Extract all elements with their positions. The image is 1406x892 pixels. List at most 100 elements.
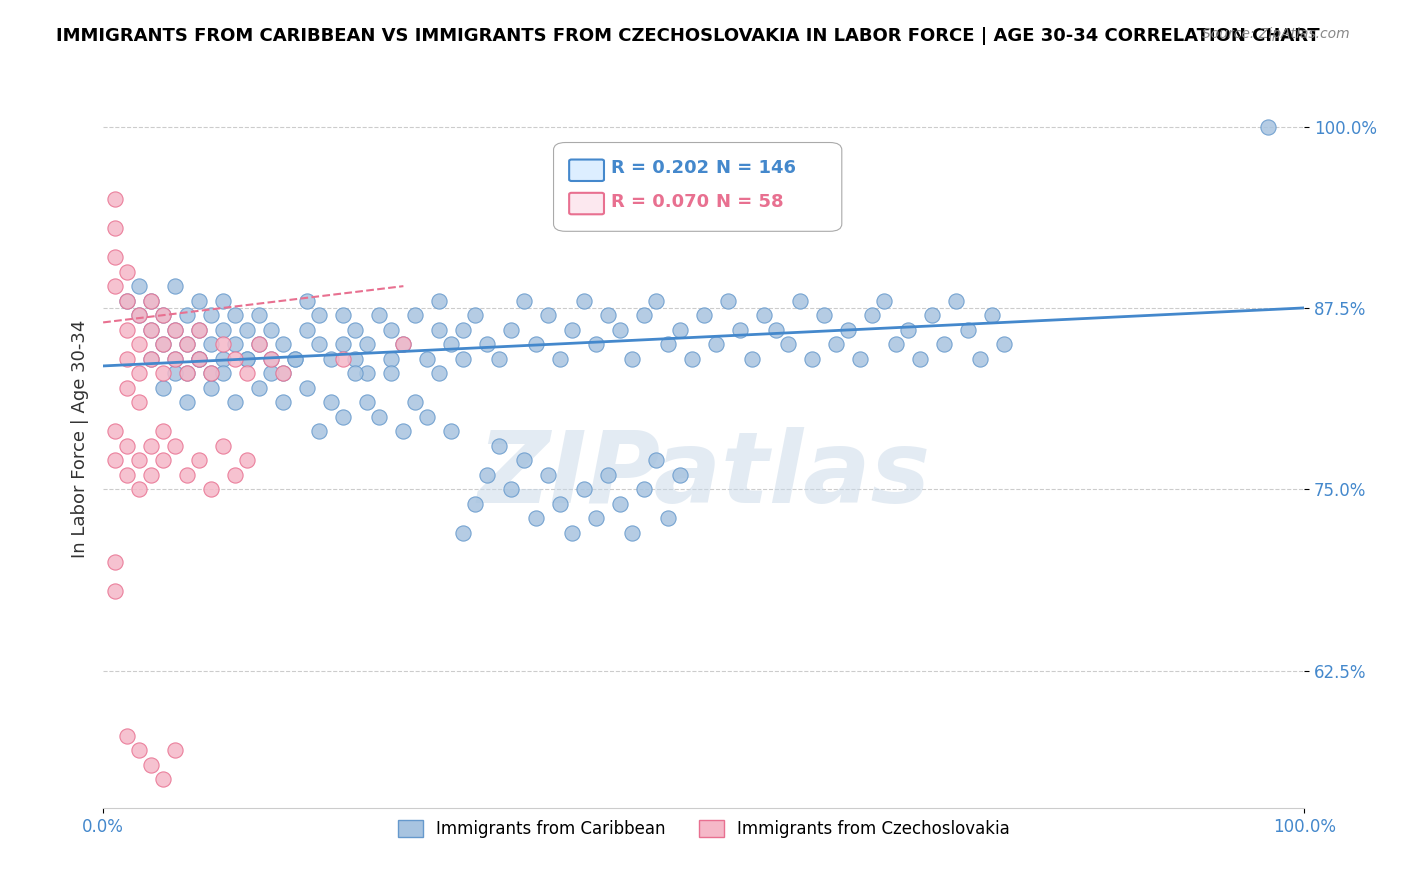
Point bbox=[104, 453, 127, 467]
Point bbox=[440, 424, 463, 438]
Point bbox=[224, 395, 246, 409]
Point bbox=[681, 351, 703, 366]
Point bbox=[176, 366, 198, 380]
Point bbox=[453, 525, 475, 540]
Point bbox=[236, 453, 259, 467]
Point bbox=[297, 323, 319, 337]
Point bbox=[429, 366, 451, 380]
Point bbox=[212, 337, 235, 351]
Point bbox=[668, 467, 690, 482]
Point bbox=[247, 337, 270, 351]
Point bbox=[344, 366, 367, 380]
Point bbox=[104, 279, 127, 293]
Point bbox=[200, 366, 222, 380]
Point bbox=[141, 351, 163, 366]
Point bbox=[945, 293, 967, 308]
Point bbox=[152, 337, 174, 351]
Point bbox=[332, 337, 354, 351]
Point bbox=[141, 351, 163, 366]
Point bbox=[141, 323, 163, 337]
Point bbox=[104, 424, 127, 438]
Point bbox=[152, 337, 174, 351]
Point bbox=[176, 467, 198, 482]
Point bbox=[128, 482, 150, 496]
Point bbox=[477, 337, 499, 351]
Point bbox=[321, 395, 343, 409]
Point bbox=[200, 308, 222, 322]
Text: R = 0.070: R = 0.070 bbox=[612, 193, 709, 211]
Point bbox=[837, 323, 859, 337]
Point bbox=[368, 409, 391, 424]
Point bbox=[609, 323, 631, 337]
Point bbox=[524, 337, 547, 351]
Point bbox=[932, 337, 955, 351]
Point bbox=[152, 381, 174, 395]
Point bbox=[115, 467, 138, 482]
Point bbox=[620, 351, 643, 366]
Point bbox=[561, 525, 583, 540]
Point bbox=[115, 293, 138, 308]
Point bbox=[572, 293, 595, 308]
Point bbox=[488, 351, 510, 366]
Point bbox=[897, 323, 920, 337]
Text: N = 58: N = 58 bbox=[716, 193, 783, 211]
Point bbox=[380, 323, 402, 337]
FancyBboxPatch shape bbox=[569, 193, 605, 214]
Point bbox=[284, 351, 307, 366]
Point bbox=[152, 308, 174, 322]
Point bbox=[247, 308, 270, 322]
Point bbox=[224, 351, 246, 366]
Text: ZIPatlas: ZIPatlas bbox=[477, 427, 931, 524]
Point bbox=[165, 743, 187, 757]
FancyBboxPatch shape bbox=[569, 160, 605, 181]
Point bbox=[176, 308, 198, 322]
Point bbox=[752, 308, 775, 322]
Point bbox=[165, 351, 187, 366]
Point bbox=[512, 293, 534, 308]
Point bbox=[800, 351, 823, 366]
Y-axis label: In Labor Force | Age 30-34: In Labor Force | Age 30-34 bbox=[72, 319, 89, 558]
Point bbox=[128, 279, 150, 293]
Point bbox=[271, 395, 294, 409]
Point bbox=[416, 351, 439, 366]
Point bbox=[548, 497, 571, 511]
Point bbox=[104, 250, 127, 264]
Point bbox=[501, 323, 523, 337]
Point bbox=[404, 395, 426, 409]
Point bbox=[271, 366, 294, 380]
Point bbox=[188, 323, 211, 337]
Point bbox=[141, 758, 163, 772]
Point bbox=[561, 323, 583, 337]
Text: N = 146: N = 146 bbox=[716, 160, 796, 178]
Point bbox=[188, 453, 211, 467]
Point bbox=[128, 308, 150, 322]
Point bbox=[188, 351, 211, 366]
Point bbox=[429, 323, 451, 337]
Point bbox=[404, 308, 426, 322]
Point bbox=[212, 293, 235, 308]
Point bbox=[332, 409, 354, 424]
Point bbox=[884, 337, 907, 351]
Point bbox=[657, 337, 679, 351]
Point bbox=[728, 323, 751, 337]
Point bbox=[260, 351, 283, 366]
Point bbox=[429, 293, 451, 308]
Point bbox=[453, 351, 475, 366]
Point bbox=[548, 351, 571, 366]
Point bbox=[704, 337, 727, 351]
Point bbox=[344, 323, 367, 337]
Point bbox=[308, 308, 330, 322]
Point bbox=[200, 482, 222, 496]
Point bbox=[416, 409, 439, 424]
Point bbox=[104, 555, 127, 569]
Point bbox=[152, 308, 174, 322]
Point bbox=[176, 337, 198, 351]
Point bbox=[141, 293, 163, 308]
Point bbox=[176, 395, 198, 409]
Point bbox=[644, 453, 666, 467]
Point bbox=[188, 351, 211, 366]
Point bbox=[297, 293, 319, 308]
Point bbox=[321, 351, 343, 366]
Point bbox=[200, 337, 222, 351]
Text: Source: ZipAtlas.com: Source: ZipAtlas.com bbox=[1202, 27, 1350, 41]
